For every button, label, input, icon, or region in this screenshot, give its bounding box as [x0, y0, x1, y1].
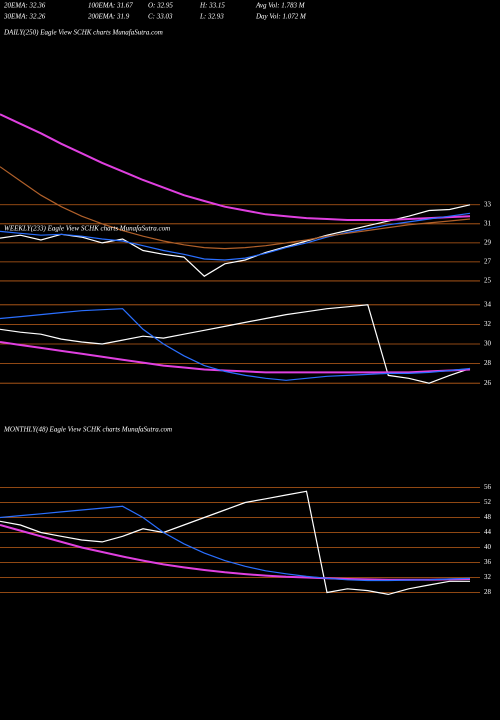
header-item: 20EMA: 32.36	[4, 2, 46, 10]
panel-title: MONTHLY(48) Eagle View SCHK charts Munaf…	[3, 426, 172, 434]
series-line	[0, 212, 471, 261]
y-tick-label: 30	[484, 340, 492, 348]
y-tick-label: 28	[484, 359, 492, 367]
y-tick-label: 52	[484, 498, 492, 506]
y-tick-label: 32	[484, 320, 492, 328]
y-tick-label: 26	[484, 379, 492, 387]
series-line	[0, 505, 471, 582]
y-tick-label: 48	[484, 513, 492, 521]
series-line	[0, 524, 471, 581]
y-tick-label: 33	[484, 200, 492, 208]
series-line	[0, 204, 471, 277]
y-tick-label: 36	[484, 558, 492, 566]
header-item: Day Vol: 1.072 M	[255, 13, 307, 21]
header-item: 100EMA: 31.67	[88, 2, 133, 10]
header-item: H: 33.15	[199, 2, 225, 10]
series-line	[0, 341, 471, 374]
y-tick-label: 56	[484, 483, 492, 491]
y-tick-label: 31	[484, 219, 492, 227]
y-tick-label: 44	[484, 528, 492, 536]
series-line	[0, 113, 471, 221]
series-line	[0, 166, 471, 250]
header-item: 30EMA: 32.26	[3, 13, 46, 21]
panel-title: WEEKLY(233) Eagle View SCHK charts Munaf…	[4, 225, 170, 233]
y-tick-label: 32	[484, 573, 492, 581]
header-item: C: 33.03	[148, 13, 173, 21]
header-item: L: 32.93	[199, 13, 224, 21]
y-tick-label: 27	[484, 258, 492, 266]
series-line	[0, 490, 470, 596]
series-line	[0, 308, 471, 381]
panel-title: DAILY(250) Eagle View SCHK charts Munafa…	[3, 29, 163, 37]
y-tick-label: 25	[484, 277, 492, 285]
header-item: 200EMA: 31.9	[88, 13, 130, 21]
y-tick-label: 34	[484, 300, 492, 308]
y-tick-label: 40	[484, 543, 492, 551]
y-tick-label: 29	[484, 238, 492, 246]
y-tick-label: 28	[484, 588, 492, 596]
header-item: O: 32.95	[148, 2, 173, 10]
series-line	[0, 304, 471, 384]
header-item: Avg Vol: 1.783 M	[255, 2, 306, 10]
